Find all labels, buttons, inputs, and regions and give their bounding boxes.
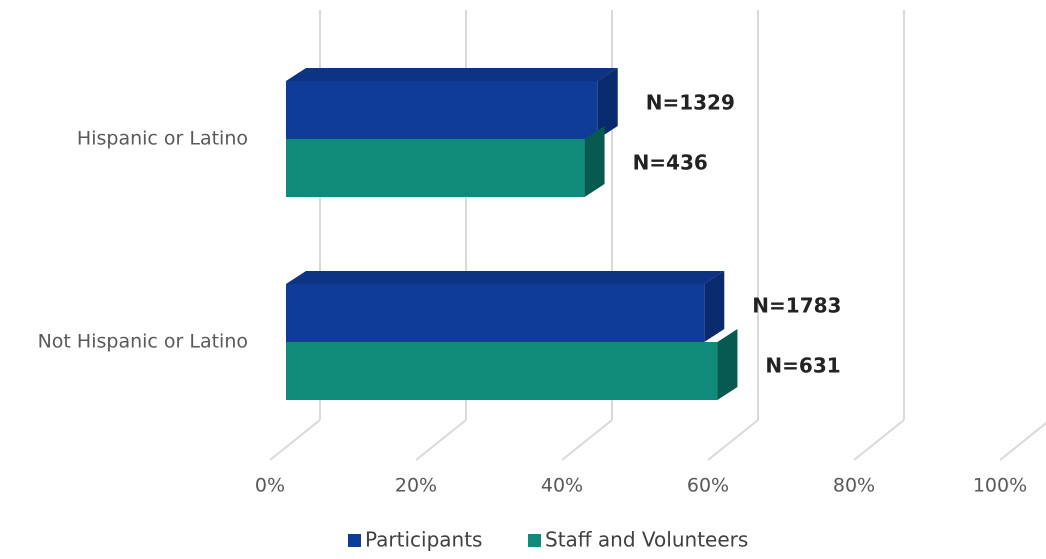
bar <box>286 271 725 342</box>
bar-front <box>286 284 705 342</box>
bar-side <box>717 329 738 400</box>
floor-grid-line <box>561 419 613 461</box>
legend-swatch <box>348 534 361 547</box>
legend-label: Participants <box>365 528 482 552</box>
floor-grid-line <box>415 419 467 461</box>
bar <box>286 68 618 139</box>
data-label: N=1783 <box>752 294 841 318</box>
bar-front <box>286 81 598 139</box>
bar-side <box>597 68 618 139</box>
bar-top <box>286 271 725 284</box>
floor-grid-line <box>999 421 1046 461</box>
x-tick-label: 0% <box>255 475 285 497</box>
legend-label: Staff and Volunteers <box>545 528 748 552</box>
data-label: N=436 <box>633 151 708 175</box>
floor-grid-line <box>853 419 905 461</box>
bar-front <box>286 139 585 197</box>
bar-front <box>286 342 718 400</box>
bar-side <box>584 126 605 197</box>
category-label: Not Hispanic or Latino <box>38 331 248 353</box>
bar-top <box>286 68 618 81</box>
bar <box>286 126 605 197</box>
floor-grid-line <box>707 419 759 461</box>
x-tick-label: 20% <box>395 475 437 497</box>
x-tick-label: 100% <box>973 475 1027 497</box>
legend-swatch <box>528 534 541 547</box>
bar-side <box>704 271 725 342</box>
x-tick-label: 40% <box>541 475 583 497</box>
bar <box>286 329 738 400</box>
data-label: N=631 <box>765 354 840 378</box>
x-tick-label: 60% <box>687 475 729 497</box>
x-tick-label: 80% <box>833 475 875 497</box>
floor-grid-line <box>269 419 321 461</box>
data-label: N=1329 <box>646 91 735 115</box>
category-label: Hispanic or Latino <box>77 128 248 150</box>
